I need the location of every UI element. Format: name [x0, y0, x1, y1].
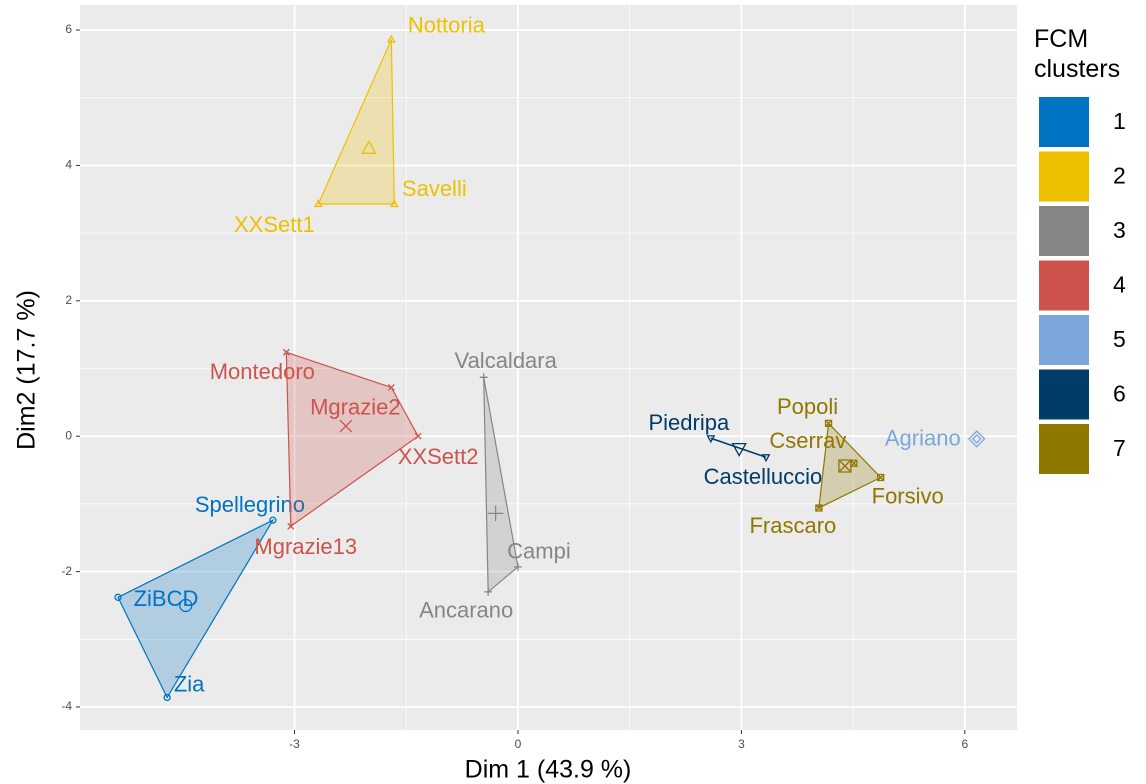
point: [287, 522, 295, 530]
legend-key: [1037, 313, 1091, 367]
point: [479, 373, 488, 382]
point-label: Forsivo: [872, 483, 944, 508]
point-label: Cserrav: [769, 428, 846, 453]
cluster: Valcaldara Campi Ancarano: [419, 348, 571, 623]
point: [971, 434, 982, 444]
point-label: Valcaldara: [455, 348, 558, 373]
cluster-hull: [710, 437, 767, 458]
point: [282, 348, 290, 356]
cluster: Popoli Cserrav Forsivo Frascaro: [749, 394, 943, 538]
cluster: Piedripa Castelluccio: [649, 410, 823, 489]
point: [484, 588, 493, 596]
point-label: Piedripa: [649, 410, 730, 435]
y-tick-label: -4: [61, 699, 72, 713]
legend-label: 4: [1113, 272, 1126, 298]
point: [706, 435, 716, 444]
grid: [80, 5, 1017, 730]
y-tick-label: 0: [65, 428, 72, 442]
point-label: Popoli: [777, 394, 838, 419]
legend-key: [1037, 95, 1091, 149]
point: [389, 199, 399, 208]
cluster: Montedoro Mgrazie2 XXSett2 Mgrazie13: [210, 348, 479, 559]
point: [815, 504, 823, 512]
point-label: Mgrazie2: [310, 394, 400, 419]
point: [761, 454, 771, 463]
point: [877, 473, 885, 482]
point-label: Spellegrino: [195, 492, 305, 517]
centroid: [339, 419, 353, 433]
point: [824, 419, 833, 427]
legend-label: 3: [1113, 217, 1126, 243]
point: [313, 199, 323, 208]
x-tick-label: 6: [962, 737, 969, 751]
x-tick-label: 3: [738, 737, 745, 751]
legend-key: [1037, 258, 1091, 313]
point-label: Nottoria: [408, 12, 486, 37]
point-label: Frascaro: [749, 513, 836, 538]
point-label: Zia: [174, 671, 205, 696]
y-tick-label: 2: [65, 293, 72, 307]
legend-label: 1: [1113, 108, 1126, 134]
point: [387, 384, 395, 391]
point: [414, 432, 422, 440]
cluster: Agriano: [885, 426, 986, 451]
point-label: XXSett2: [398, 444, 479, 469]
centroid: [361, 139, 377, 154]
legend-label: 2: [1113, 163, 1126, 189]
point: [386, 34, 396, 43]
legend-key: [1037, 149, 1091, 204]
centroid: [968, 430, 986, 448]
legend-key: [1037, 422, 1091, 476]
cluster-hull: [317, 39, 395, 205]
cluster: Nottoria Savelli XXSett1: [234, 12, 486, 236]
y-tick-label: -2: [61, 564, 72, 578]
point-label: ZiBCD: [134, 586, 199, 611]
point-label: Savelli: [402, 176, 467, 201]
point: [114, 593, 122, 601]
legend-label: 5: [1113, 326, 1126, 352]
legend-key: [1037, 367, 1091, 422]
point-label: Montedoro: [210, 359, 315, 384]
legend-label: 7: [1113, 435, 1126, 461]
centroid: [487, 505, 504, 522]
point-label: Agriano: [885, 426, 961, 451]
y-tick-label: 4: [65, 158, 72, 172]
y-axis-title: Dim2 (17.7 %): [13, 290, 41, 450]
legend-title: FCM clusters: [1034, 25, 1121, 83]
point-label: Campi: [507, 539, 571, 564]
centroid: [731, 442, 747, 457]
point-label: Mgrazie13: [254, 534, 357, 559]
legend-label: 6: [1113, 381, 1126, 407]
x-tick-label: 0: [515, 737, 522, 751]
point-label: Ancarano: [419, 598, 513, 623]
point-label: XXSett1: [234, 212, 315, 237]
cluster-hull: [483, 377, 519, 594]
legend-key: [1037, 204, 1091, 258]
x-axis-title: Dim 1 (43.9 %): [465, 756, 632, 784]
y-tick-label: 6: [65, 22, 72, 36]
point: [163, 693, 171, 702]
panel: [80, 5, 1017, 730]
cluster: Spellegrino ZiBCD Zia: [114, 492, 305, 702]
cluster-hull: [818, 422, 882, 509]
centroid: [838, 459, 852, 473]
point: [514, 562, 522, 571]
x-tick-label: -3: [289, 737, 300, 751]
point: [269, 516, 277, 524]
cluster-hull: [117, 518, 275, 699]
centroid: [179, 598, 193, 613]
point-label: Castelluccio: [704, 464, 823, 489]
